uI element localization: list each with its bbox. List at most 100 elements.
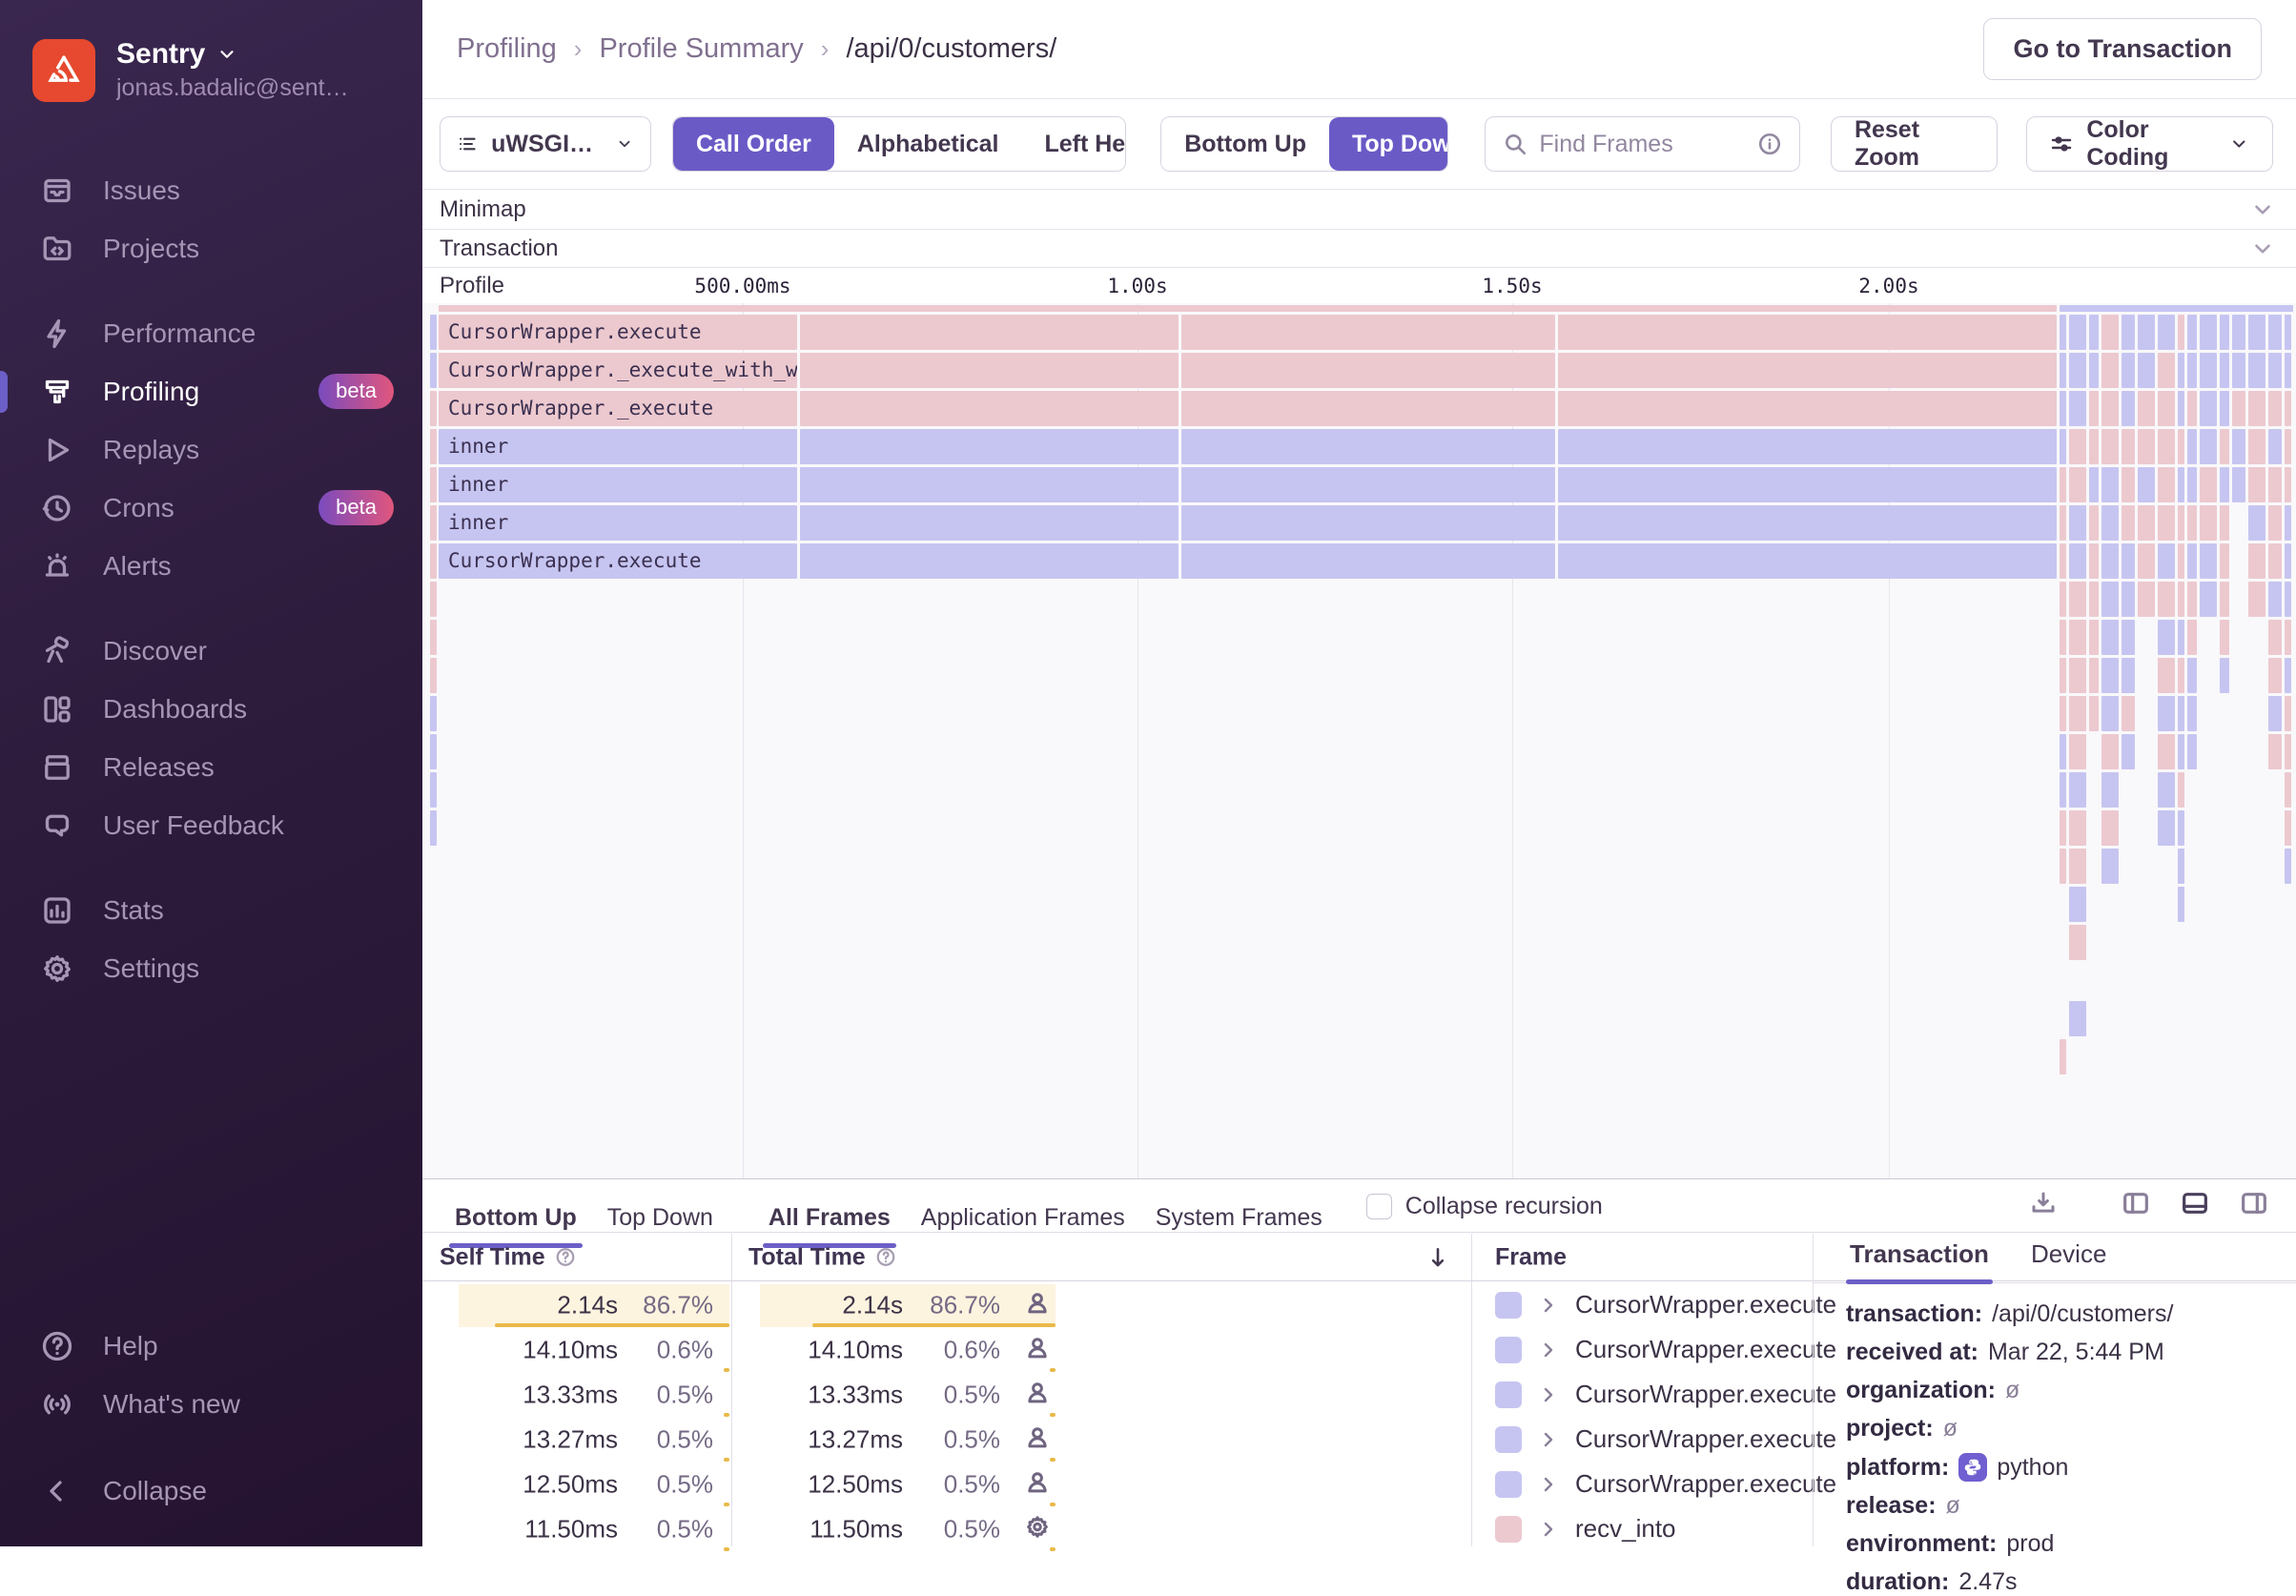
flame-frame-small[interactable] <box>2285 315 2291 350</box>
details-tab-device[interactable]: Device <box>2030 1239 2107 1268</box>
flame-frame-small[interactable] <box>430 315 437 350</box>
flame-frame-small[interactable] <box>2248 543 2265 579</box>
flame-frame-small[interactable] <box>2187 505 2197 541</box>
flame-frame-small[interactable] <box>2268 582 2282 617</box>
flame-frame-small[interactable] <box>2089 543 2099 579</box>
flame-frame-small[interactable] <box>2248 391 2265 426</box>
sidebar-item-stats[interactable]: Stats <box>0 881 422 939</box>
gear-icon[interactable] <box>1023 1512 1052 1545</box>
flame-frame-small[interactable] <box>2158 543 2175 579</box>
table-row[interactable]: 13.27ms 0.5% 13.27ms 0.5% CursorWrapper.… <box>422 1417 1836 1462</box>
flame-frame-small[interactable] <box>430 582 437 617</box>
flame-frame-small[interactable] <box>2122 353 2135 388</box>
flame-root-frame[interactable] <box>439 305 2057 312</box>
flame-frame-small[interactable] <box>2069 849 2086 884</box>
thread-selector-dropdown[interactable]: uWSGIWor… <box>440 116 651 172</box>
layout-panel-bottom-icon[interactable] <box>2180 1188 2210 1218</box>
flame-frame-cursorwrapper-execute[interactable]: CursorWrapper._execute <box>439 391 797 426</box>
flame-frame-small[interactable] <box>2187 315 2197 350</box>
flame-frame-inner[interactable] <box>1181 505 1555 541</box>
flame-frame-small[interactable] <box>2285 429 2291 464</box>
flame-frame-small[interactable] <box>2069 505 2086 541</box>
flame-frame-small[interactable] <box>2187 582 2197 617</box>
user-icon[interactable] <box>1023 1288 1052 1321</box>
flame-frame-small[interactable] <box>2220 620 2229 655</box>
tab-bottom-up[interactable]: Bottom Up <box>440 1204 592 1246</box>
sidebar-item-dashboards[interactable]: Dashboards <box>0 680 422 738</box>
sidebar-item-releases[interactable]: Releases <box>0 738 422 796</box>
flame-frame-small[interactable] <box>2220 658 2229 693</box>
sort-option-call-order[interactable]: Call Order <box>672 117 834 171</box>
flame-root-frame[interactable] <box>2060 305 2293 312</box>
flame-frame-small[interactable] <box>2069 772 2086 808</box>
flame-frame-small[interactable] <box>2138 467 2155 502</box>
find-frames-search[interactable] <box>1485 116 1800 172</box>
flame-frame-small[interactable] <box>2268 620 2282 655</box>
flame-frame-small[interactable] <box>2069 925 2086 960</box>
flame-frame-small[interactable] <box>2187 543 2197 579</box>
flame-frame-small[interactable] <box>2101 505 2119 541</box>
sidebar-item-what-s-new[interactable]: What's new <box>0 1375 422 1433</box>
minimap-section-header[interactable]: Minimap <box>422 189 2296 229</box>
flame-frame-small[interactable] <box>2285 467 2291 502</box>
flame-frame-small[interactable] <box>2122 543 2135 579</box>
flame-frame-inner[interactable]: inner <box>439 429 797 464</box>
flame-frame-small[interactable] <box>2158 582 2175 617</box>
flame-frame-small[interactable] <box>2101 582 2119 617</box>
flame-frame-small[interactable] <box>2248 505 2265 541</box>
flame-frame-small[interactable] <box>2101 810 2119 846</box>
total-time-column-header[interactable]: Total Time <box>748 1243 896 1271</box>
chevron-right-icon[interactable] <box>1537 1473 1560 1496</box>
flame-frame-small[interactable] <box>2138 391 2155 426</box>
reset-zoom-button[interactable]: Reset Zoom <box>1830 116 1999 172</box>
flame-frame-small[interactable] <box>2122 620 2135 655</box>
flame-frame-small[interactable] <box>2248 315 2265 350</box>
flame-frame-small[interactable] <box>2178 543 2184 579</box>
layout-panel-left-icon[interactable] <box>2121 1188 2151 1218</box>
flame-frame-small[interactable] <box>2178 429 2184 464</box>
flame-frame-small[interactable] <box>2069 543 2086 579</box>
flame-frame-small[interactable] <box>2285 620 2291 655</box>
self-time-column-header[interactable]: Self Time <box>440 1243 576 1271</box>
flame-frame-small[interactable] <box>2248 467 2265 502</box>
flame-frame-small[interactable] <box>2138 315 2155 350</box>
flame-frame-small[interactable] <box>2220 582 2229 617</box>
flame-frame-small[interactable] <box>2178 810 2184 846</box>
flame-frame-inner[interactable] <box>1558 429 2057 464</box>
flame-frame-cursorwrapper-execute-with-wrappers[interactable] <box>1181 353 1555 388</box>
flame-frame-small[interactable] <box>2069 810 2086 846</box>
flame-frame-small[interactable] <box>2178 620 2184 655</box>
flame-frame-small[interactable] <box>2158 734 2175 769</box>
flame-frame-cursorwrapper-execute[interactable]: CursorWrapper.execute <box>439 543 797 579</box>
checkbox-box[interactable] <box>1365 1194 1392 1219</box>
flame-frame-small[interactable] <box>2122 315 2135 350</box>
flame-frame-small[interactable] <box>2101 658 2119 693</box>
flame-frame-small[interactable] <box>2101 315 2119 350</box>
flame-frame-small[interactable] <box>2158 696 2175 731</box>
chevron-down-icon[interactable] <box>2250 236 2275 261</box>
flame-frame-small[interactable] <box>2268 658 2282 693</box>
chevron-right-icon[interactable] <box>1537 1294 1560 1317</box>
flame-frame-small[interactable] <box>430 810 437 846</box>
flame-frame-cursorwrapper-execute[interactable] <box>800 543 1179 579</box>
flame-frame-small[interactable] <box>2285 734 2291 769</box>
sidebar-item-performance[interactable]: Performance <box>0 304 422 362</box>
sidebar-item-help[interactable]: Help <box>0 1317 422 1375</box>
flame-frame-small[interactable] <box>2122 696 2135 731</box>
flame-frame-small[interactable] <box>2158 391 2175 426</box>
flame-frame-small[interactable] <box>2101 429 2119 464</box>
flame-frame-small[interactable] <box>2069 620 2086 655</box>
flame-frame-small[interactable] <box>2268 696 2282 731</box>
flame-frame-small[interactable] <box>2069 391 2086 426</box>
frame-cell[interactable]: CursorWrapper.execute <box>1495 1462 1836 1506</box>
chevron-right-icon[interactable] <box>1537 1339 1560 1361</box>
sort-option-alphabetical[interactable]: Alphabetical <box>833 117 1022 171</box>
flame-frame-small[interactable] <box>2200 315 2217 350</box>
chevron-right-icon[interactable] <box>1537 1518 1560 1541</box>
flame-frame-small[interactable] <box>2285 810 2291 846</box>
flame-frame-small[interactable] <box>2060 543 2066 579</box>
flame-frame-small[interactable] <box>2158 658 2175 693</box>
flame-frame-small[interactable] <box>2060 315 2066 350</box>
flame-frame-small[interactable] <box>430 772 437 808</box>
flame-frame-small[interactable] <box>2101 849 2119 884</box>
